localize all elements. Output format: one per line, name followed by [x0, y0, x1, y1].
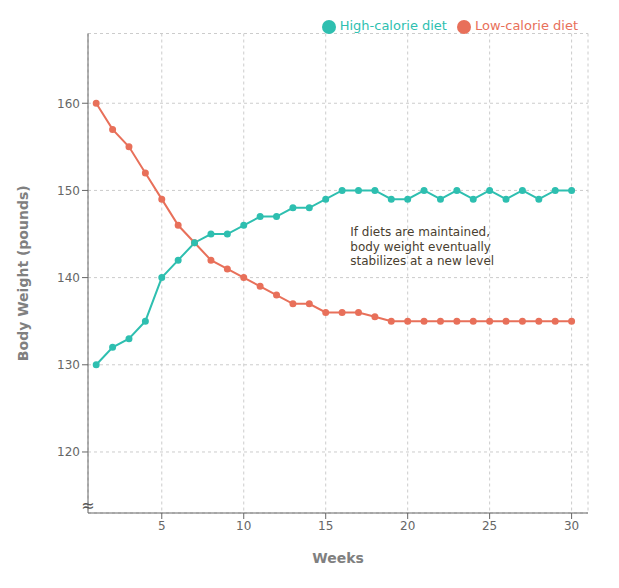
html-text:High-calorie diet: High-calorie diet: [339, 18, 447, 33]
svg-text:10: 10: [236, 519, 251, 533]
svg-text:140: 140: [57, 271, 80, 285]
html-text:Low-calorie diet: Low-calorie diet: [475, 18, 578, 33]
svg-text:15: 15: [318, 519, 333, 533]
svg-text:120: 120: [57, 445, 80, 459]
svg-text:25: 25: [482, 519, 497, 533]
svg-text:130: 130: [57, 358, 80, 372]
svg-text:30: 30: [564, 519, 579, 533]
svg-text:160: 160: [57, 97, 80, 111]
svg-text:Body Weight (pounds): Body Weight (pounds): [15, 185, 31, 361]
svg-text:Weeks: Weeks: [312, 550, 364, 566]
svg-text:150: 150: [57, 184, 80, 198]
svg-text:20: 20: [400, 519, 415, 533]
svg-text:If diets are maintained,body w: If diets are maintained,body weight even…: [350, 225, 494, 268]
svg-text:5: 5: [158, 519, 166, 533]
svg-text:≈: ≈: [81, 496, 94, 515]
